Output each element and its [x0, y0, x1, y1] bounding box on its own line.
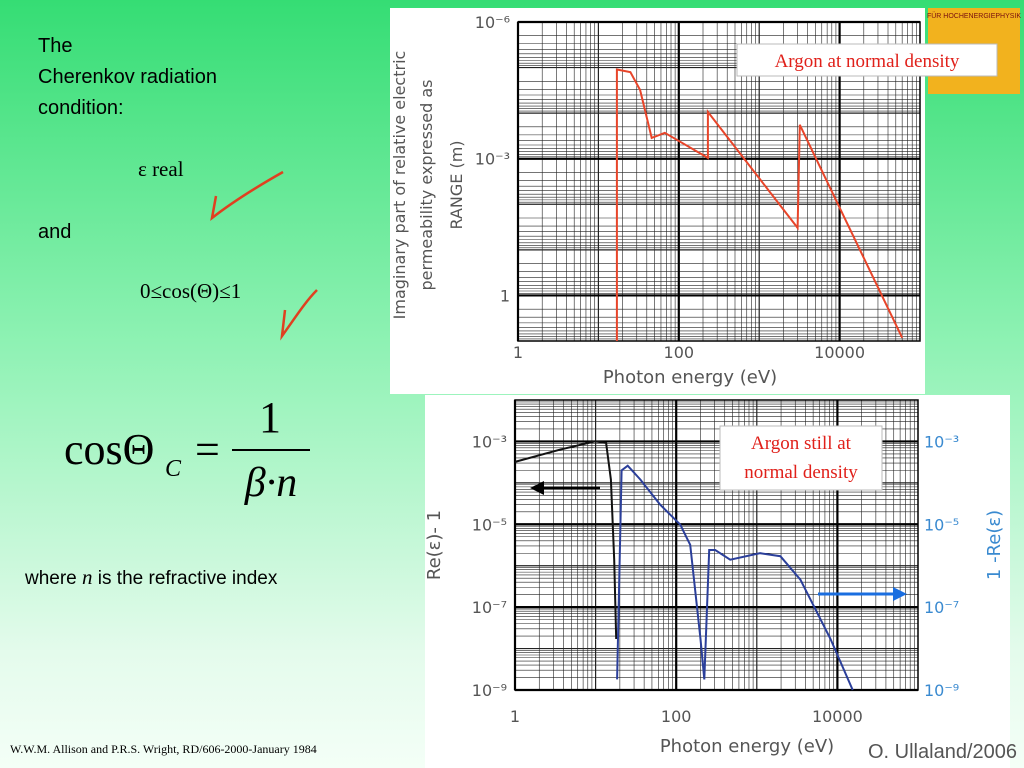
x-tick-label: 100 — [661, 707, 692, 726]
x-tick-label: 1 — [513, 343, 523, 362]
y-tick-label: 10⁻⁷ — [472, 598, 507, 617]
data-line — [514, 440, 618, 640]
chart-panel — [425, 395, 1010, 768]
x-tick-label: 100 — [664, 343, 695, 362]
y-axis-label: Imaginary part of relative electric — [390, 51, 409, 320]
plot-frame — [517, 21, 921, 342]
author: O. Ullaland/2006 — [868, 741, 1017, 763]
arrows — [530, 481, 907, 601]
x-axis-label: Photon energy (eV) — [603, 367, 777, 388]
y-axis-label: permeability expressed as — [417, 79, 436, 290]
formula-subscript: C — [165, 456, 182, 482]
x-tick-label: 10000 — [812, 707, 863, 726]
data-line — [616, 464, 854, 691]
arrow-head — [530, 481, 544, 495]
note: where n is the refractive index — [24, 565, 278, 589]
y2-tick-label: 10⁻⁹ — [924, 681, 959, 700]
chart: 1 100 10000 10⁻³ 10⁻⁵ 10⁻⁷ 10⁻⁹ 10⁻³ 10⁻⁵ 10⁻⁷ 10⁻… — [424, 399, 1005, 757]
x-tick-label: 1 — [510, 707, 520, 726]
check-mark — [210, 170, 284, 222]
y-tick-label: 10⁻³ — [475, 150, 510, 169]
annotation-box — [719, 425, 883, 491]
y-tick-label: 1 — [500, 286, 510, 305]
note-part: is the refractive index — [93, 568, 278, 589]
arrow-head — [893, 587, 907, 601]
formula-numerator: 1 — [259, 393, 281, 442]
data-line — [615, 68, 904, 341]
formula-lhs: cosΘ — [64, 425, 154, 474]
note-part: n — [82, 565, 93, 589]
chart: 1 100 10000 10⁻⁶ 10⁻³ 1 Photon energy (eV) Imag… — [390, 13, 998, 388]
formula-denominator: β·n — [244, 460, 297, 506]
y-tick-label: 10⁻⁵ — [472, 515, 507, 534]
y-tick-label: 10⁻⁹ — [472, 681, 507, 700]
x-tick-label: 10000 — [814, 343, 865, 362]
y2-tick-label: 10⁻⁷ — [924, 598, 959, 617]
formula-equals: = — [195, 425, 220, 474]
annotation: normal density — [744, 462, 858, 483]
annotation: Argon at normal density — [775, 51, 960, 72]
y2-tick-label: 10⁻⁵ — [924, 515, 959, 534]
y2-tick-label: 10⁻³ — [924, 432, 959, 451]
y-axis-label: RANGE (m) — [447, 140, 466, 229]
plot-frame — [514, 399, 919, 691]
annotation-box — [736, 43, 998, 77]
y2-axis-label: 1 -Re(ε) — [984, 510, 1005, 580]
y-tick-label: 10⁻⁶ — [475, 13, 510, 32]
check-mark — [280, 289, 318, 341]
heading: Cherenkov radiation — [38, 66, 217, 88]
conjunction: and — [38, 221, 71, 243]
y-axis-label: Re(ε)- 1 — [424, 510, 445, 580]
reference: W.W.M. Allison and P.R.S. Wright, RD/606… — [10, 742, 317, 756]
condition: 0≤cos(Θ)≤1 — [140, 279, 241, 303]
x-axis-label: Photon energy (eV) — [660, 736, 834, 757]
heading: The — [38, 35, 72, 57]
annotation: Argon still at — [751, 433, 852, 454]
logo-text: FÜR HOCHENERGIEPHYSIK — [927, 12, 1021, 20]
heading: condition: — [38, 97, 124, 119]
condition: ε real — [138, 157, 184, 181]
note-part: where — [24, 568, 82, 589]
y-tick-label: 10⁻³ — [472, 432, 507, 451]
